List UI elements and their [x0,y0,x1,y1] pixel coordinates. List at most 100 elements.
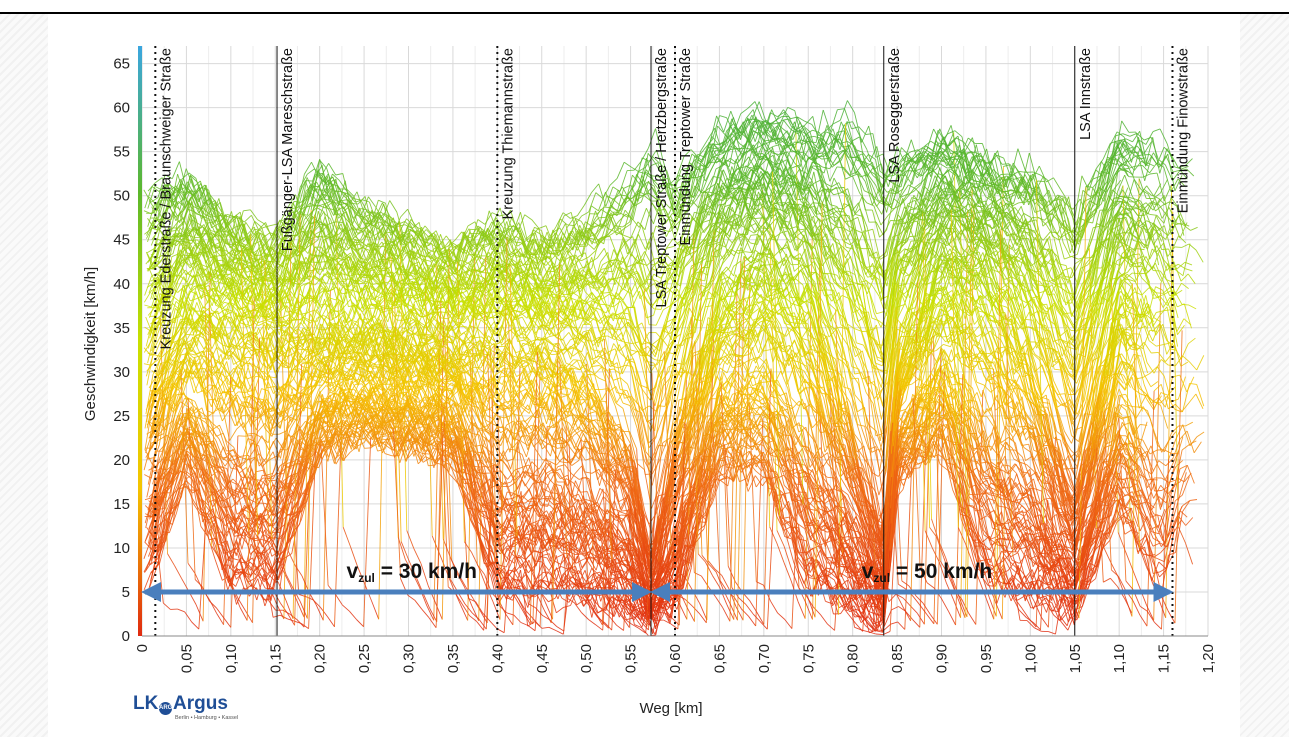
series-segment [888,593,897,603]
series-segment [681,308,690,341]
series-segment [585,499,594,502]
series-segment [503,400,512,403]
series-segment [1015,282,1024,301]
series-segment [660,366,669,393]
series-segment [689,436,698,450]
series-segment [159,505,167,519]
series-segment [764,424,773,434]
series-segment [654,359,663,362]
series-segment [1150,511,1159,528]
series-segment [1040,552,1048,555]
series-segment [798,494,807,525]
series-segment [1149,172,1158,175]
series-group [143,100,1205,637]
series-segment [1195,249,1204,263]
series-segment [527,621,536,627]
series-segment [1004,535,1013,554]
series-segment [1185,517,1194,526]
series-segment [541,626,550,629]
series-segment [797,560,806,573]
series-segment [1025,318,1033,321]
series-segment [941,423,949,427]
series-segment [609,236,618,256]
series-segment [613,328,621,331]
series-segment [518,439,527,458]
series-segment [1183,472,1192,483]
series-segment [827,476,835,479]
series-segment [891,606,899,611]
series-segment [1178,516,1187,526]
series-segment [740,449,749,482]
series-segment [268,600,276,611]
series-segment [866,280,875,313]
speed-colorbar [138,46,142,636]
series-segment [1172,374,1180,378]
series-segment [797,601,806,619]
series-segment [769,526,778,544]
series-segment [244,530,253,537]
series-segment [1023,447,1032,453]
series-segment [535,518,544,523]
series-segment [504,481,513,501]
series-segment [784,619,793,629]
series-segment [1130,242,1139,263]
series-segment [748,402,757,582]
top-bar [0,0,1289,14]
series-segment [776,542,785,563]
series-segment [227,456,236,467]
series-segment [555,630,564,635]
series-segment [533,433,542,446]
series-segment [548,626,557,632]
top-rule [0,12,1289,14]
series-segment [1155,526,1164,541]
series-segment [549,619,558,627]
series-segment [831,294,840,314]
series-segment [1174,246,1182,248]
series-segment [604,622,613,631]
series-segment [995,404,1003,411]
series-segment [637,234,646,250]
series-segment [618,364,626,369]
series-segment [883,609,892,627]
series-segment [674,340,683,365]
series-segment [898,606,906,612]
series-segment [527,603,536,608]
series-segment [776,530,785,547]
series-segment [430,429,439,438]
series-segment [989,574,998,584]
series-segment [1185,542,1194,565]
series-segment [982,542,991,584]
series-segment [1186,465,1195,484]
series-segment [316,315,324,319]
series-segment [777,612,786,620]
colorbar [138,46,142,636]
series-segment [1187,273,1196,284]
series-segment [916,612,925,625]
series-segment [238,517,247,526]
series-segment [865,228,873,232]
series-segment [282,569,291,585]
series-segment [976,381,984,386]
series-segment [912,619,921,628]
series-segment [829,204,838,208]
series-segment [721,575,730,589]
series-segment [909,605,918,614]
series-segment [1163,185,1172,201]
series-segment [269,513,277,527]
series-segment [618,511,627,515]
series-segment [327,616,335,628]
series-segment [227,408,236,427]
series-segment [470,489,479,531]
series-segment [902,597,911,607]
series-segment [351,321,360,328]
series-segment [973,378,982,397]
series-segment [983,384,992,393]
series-segment [561,552,569,555]
series-segment [553,529,562,559]
series-segment [770,600,779,614]
series-segment [611,365,619,369]
series-segment [476,621,485,631]
series-segment [1058,361,1067,399]
series-segment [1138,535,1147,543]
